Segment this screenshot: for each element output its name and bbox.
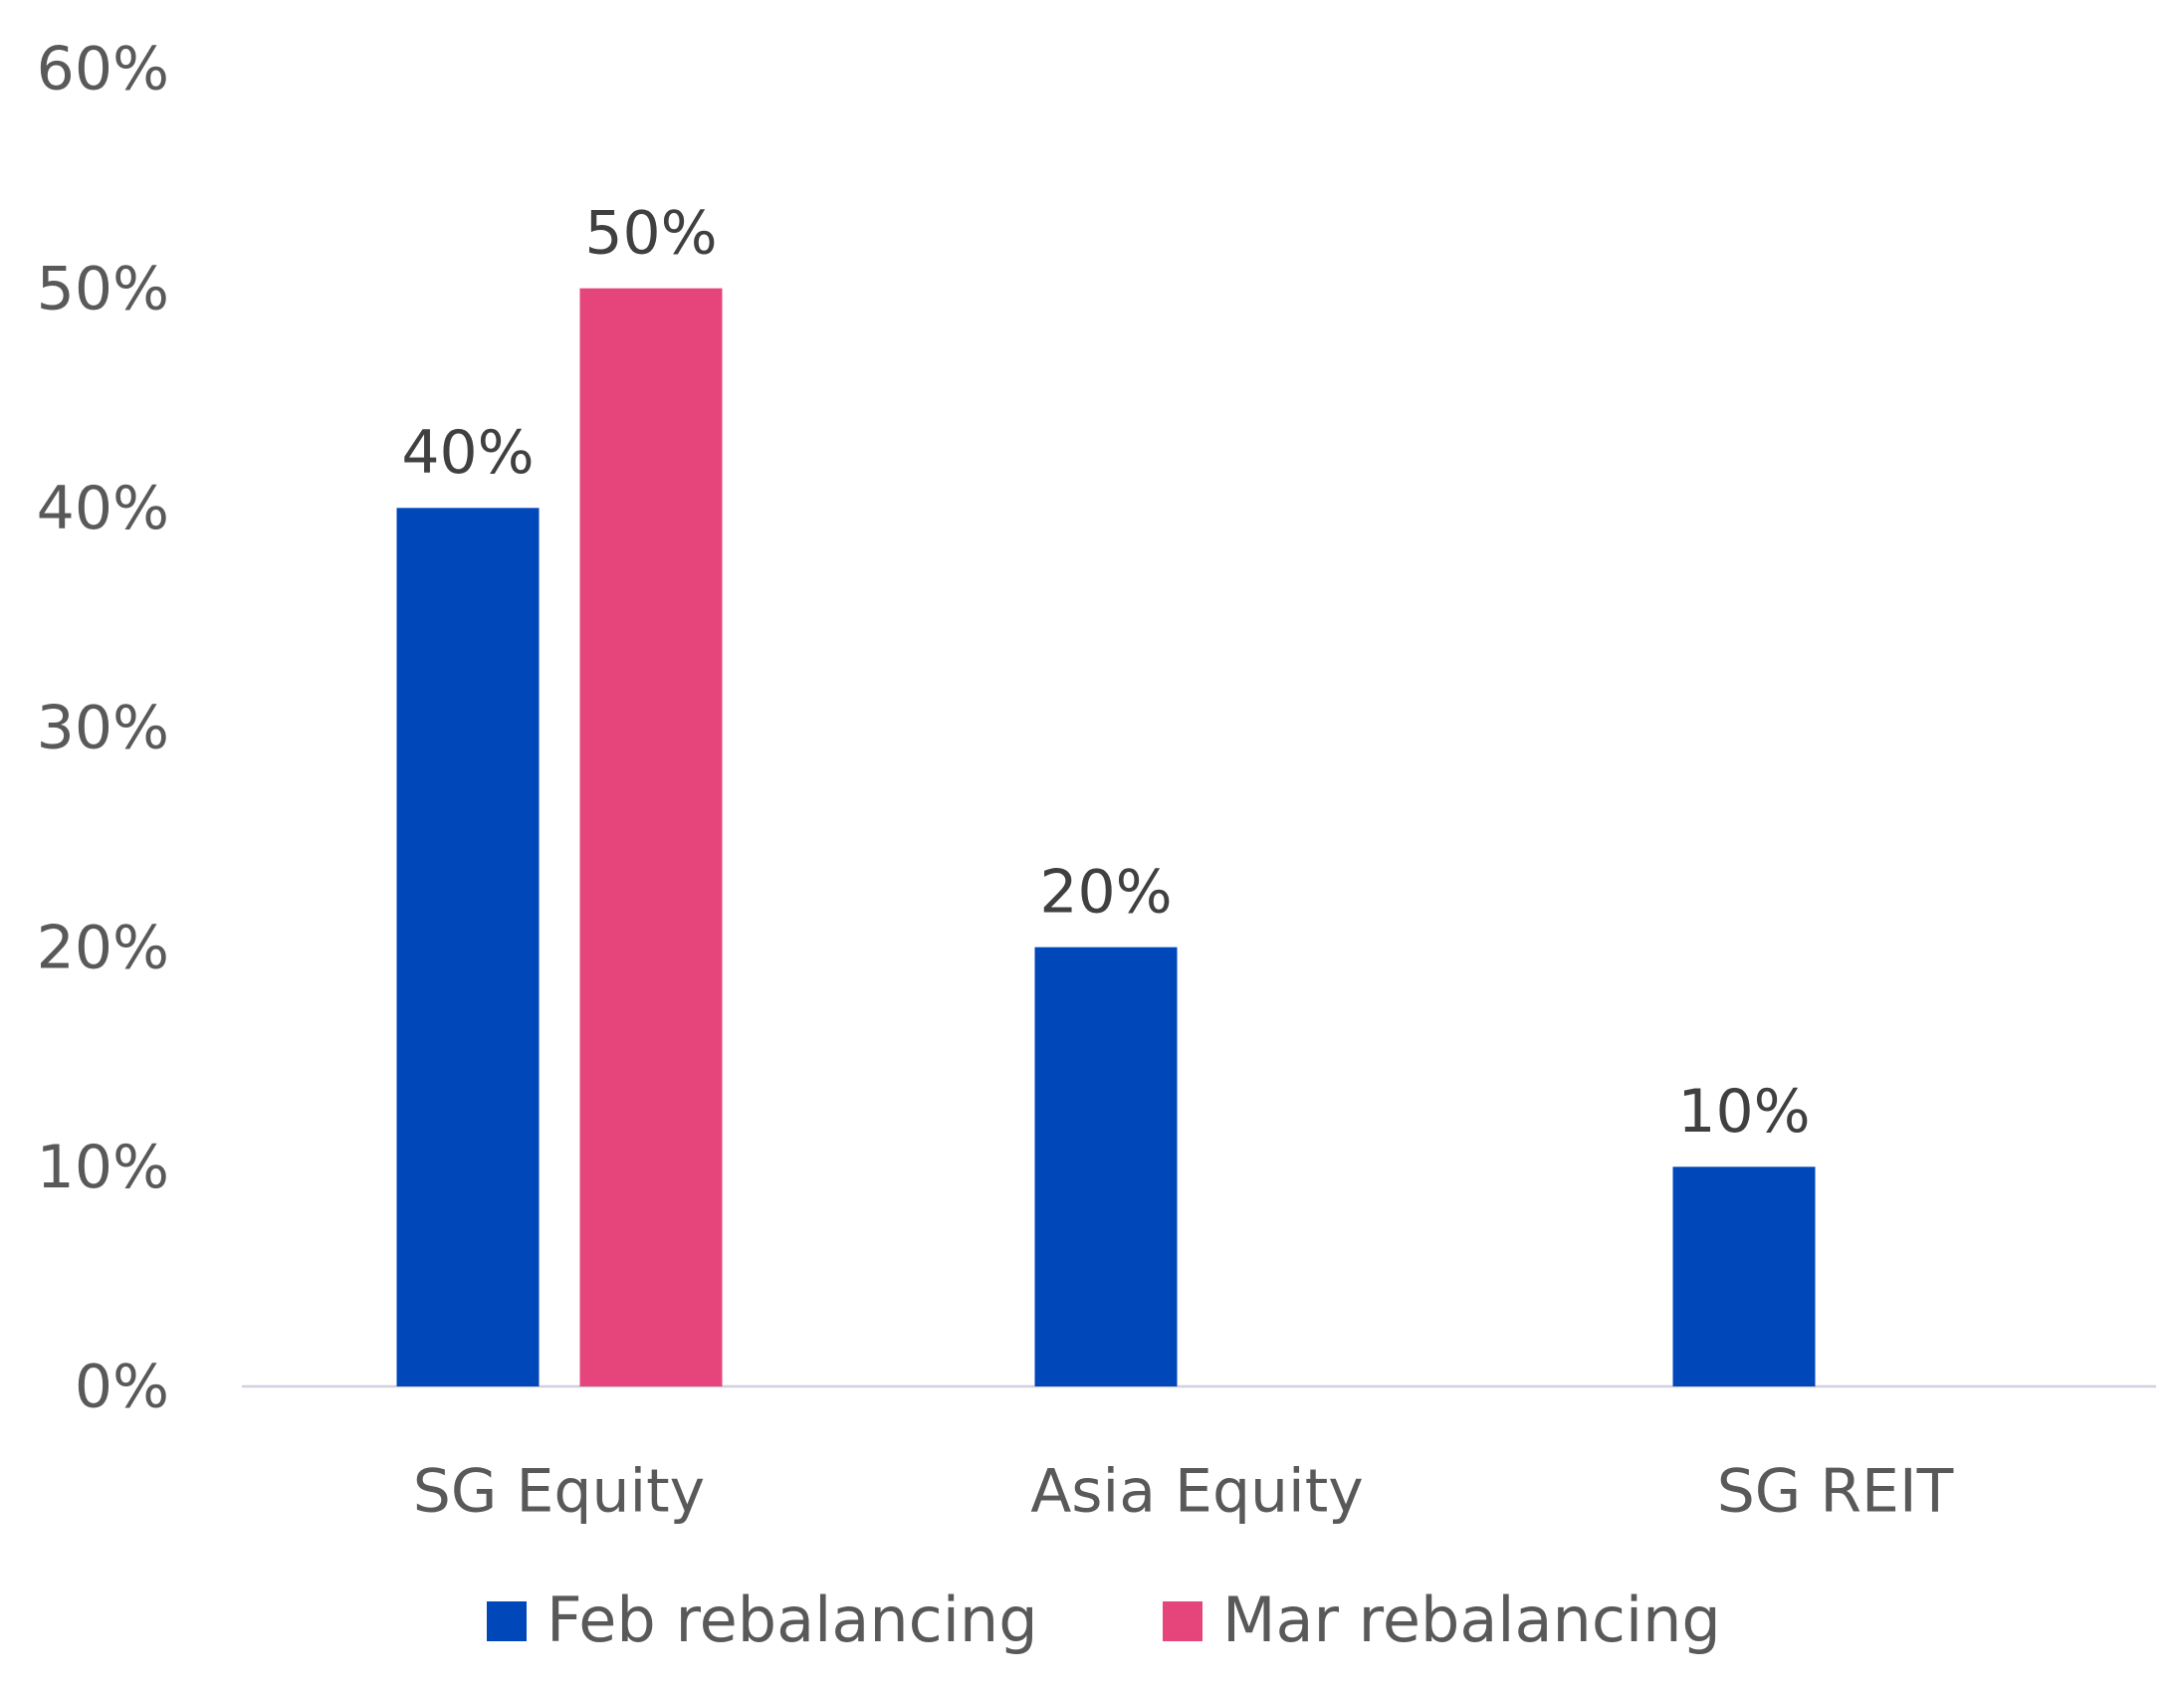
y-tick-label: 40%	[37, 474, 169, 543]
y-tick-label: 30%	[37, 694, 169, 763]
value-label: 50%	[584, 198, 717, 268]
y-tick-label: 50%	[37, 254, 169, 323]
legend-label: Mar rebalancing	[1222, 1584, 1721, 1656]
x-tick-label: Asia Equity	[1030, 1457, 1364, 1527]
y-tick-label: 0%	[75, 1353, 169, 1422]
value-label: 10%	[1677, 1077, 1810, 1147]
bar	[1034, 947, 1178, 1386]
y-tick-label: 20%	[37, 913, 169, 982]
value-label: 20%	[1039, 857, 1172, 927]
bar	[396, 508, 540, 1386]
y-tick-label: 60%	[37, 35, 169, 105]
x-tick-label: SG Equity	[413, 1457, 705, 1527]
legend-swatch	[1163, 1601, 1202, 1641]
legend-label: Feb rebalancing	[546, 1584, 1038, 1656]
bar	[579, 288, 723, 1387]
y-tick-label: 10%	[37, 1133, 169, 1202]
legend-swatch	[487, 1601, 527, 1641]
bar	[1672, 1166, 1816, 1386]
value-label: 40%	[401, 418, 534, 488]
x-tick-label: SG REIT	[1717, 1457, 1954, 1527]
